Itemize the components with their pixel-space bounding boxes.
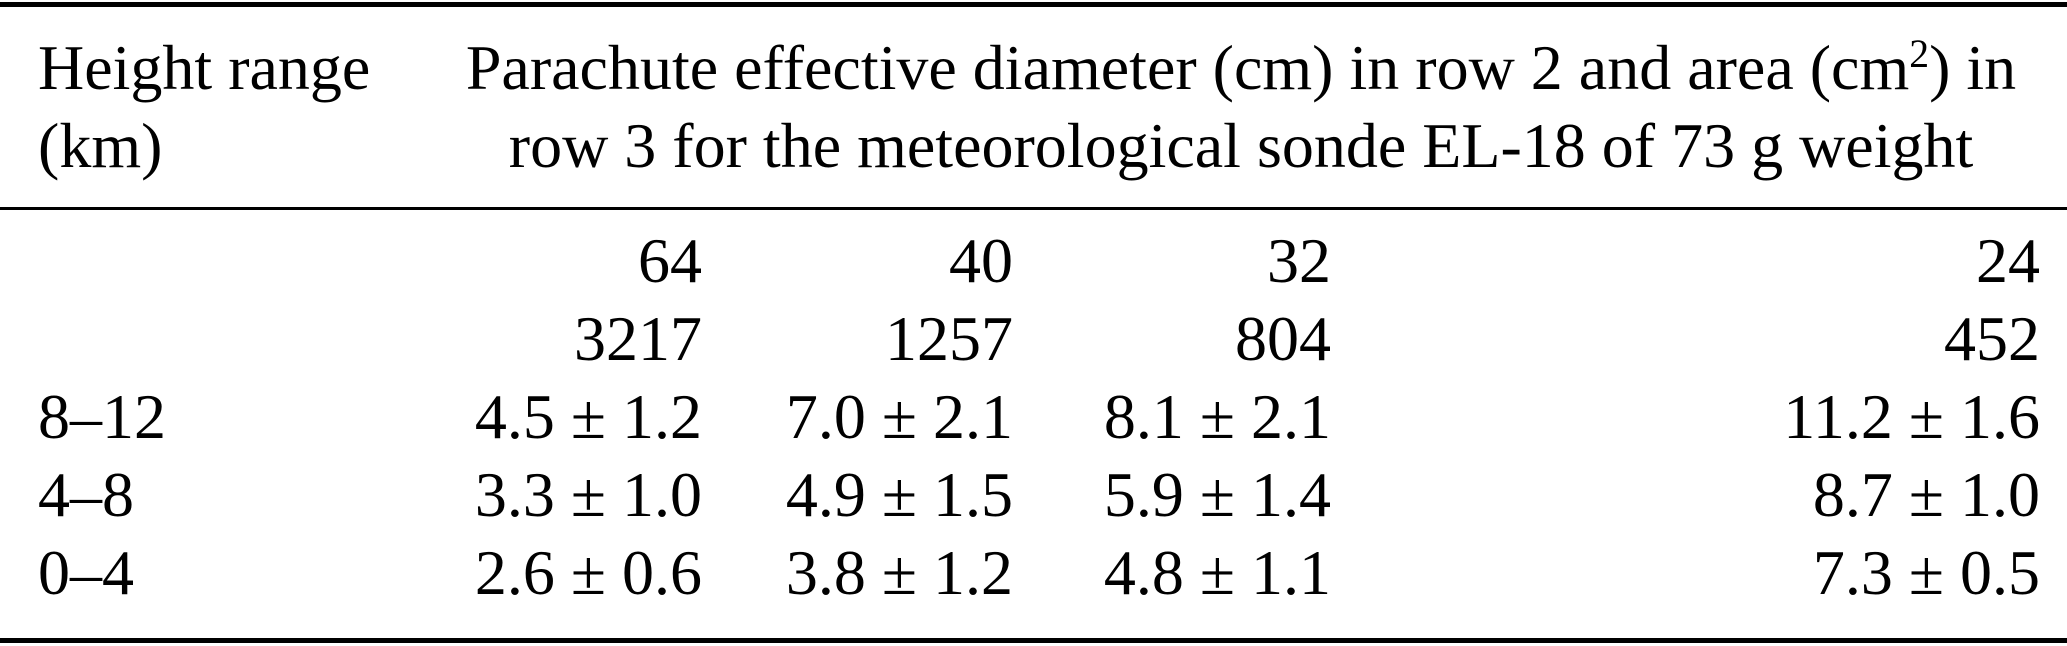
measurement-cell: 7.0 ± 2.1 — [785, 381, 1013, 452]
table-bottom-rule — [0, 638, 2067, 643]
header-span-line1-pre: Parachute effective diameter (cm) in row… — [465, 32, 1910, 103]
height-range-cell: 4–8 — [38, 459, 134, 530]
measurement-cell: 7.3 ± 0.5 — [1812, 537, 2040, 608]
height-range-cell: 8–12 — [38, 381, 166, 452]
measurement-cell: 4.5 ± 1.2 — [474, 381, 702, 452]
area-value-cell: 452 — [1944, 303, 2040, 374]
header-span-line1: Parachute effective diameter (cm) in row… — [442, 29, 2040, 107]
row-label-cell — [0, 300, 422, 378]
area-value-cell: 3217 — [574, 303, 702, 374]
row-label-cell — [0, 222, 422, 300]
table-row-4-8: 4–8 3.3 ± 1.0 4.9 ± 1.5 5.9 ± 1.4 8.7 ± … — [0, 456, 2067, 534]
table-row-0-4: 0–4 2.6 ± 0.6 3.8 ± 1.2 4.8 ± 1.1 7.3 ± … — [0, 534, 2067, 612]
table-header-divider-rule — [0, 207, 2067, 210]
measurement-cell: 11.2 ± 1.6 — [1783, 381, 2040, 452]
header-height-range-line1: Height range — [38, 32, 371, 103]
superscript-2: 2 — [1909, 32, 1930, 77]
measurement-cell: 2.6 ± 0.6 — [474, 537, 702, 608]
table-body: 64 40 32 24 3217 1257 804 452 8–12 4.5 ±… — [0, 210, 2067, 638]
diameter-value-cell: 24 — [1976, 225, 2040, 296]
header-height-range-line2: (km) — [38, 110, 163, 181]
measurement-cell: 3.3 ± 1.0 — [474, 459, 702, 530]
measurement-cell: 8.7 ± 1.0 — [1812, 459, 2040, 530]
table-row-diameter: 64 40 32 24 — [0, 222, 2067, 300]
height-range-cell: 0–4 — [38, 537, 134, 608]
header-span-line1-post: ) in — [1929, 32, 2017, 103]
measurement-cell: 3.8 ± 1.2 — [785, 537, 1013, 608]
header-span-description: Parachute effective diameter (cm) in row… — [422, 29, 2040, 185]
table-top-rule — [0, 2, 2067, 7]
table-row-area: 3217 1257 804 452 — [0, 300, 2067, 378]
diameter-value-cell: 40 — [949, 225, 1013, 296]
measurement-cell: 4.9 ± 1.5 — [785, 459, 1013, 530]
header-span-line2: row 3 for the meteorological sonde EL-18… — [508, 110, 1974, 181]
table-row-8-12: 8–12 4.5 ± 1.2 7.0 ± 2.1 8.1 ± 2.1 11.2 … — [0, 378, 2067, 456]
header-height-range: Height range (km) — [0, 29, 422, 185]
measurement-cell: 4.8 ± 1.1 — [1103, 537, 1331, 608]
diameter-value-cell: 32 — [1267, 225, 1331, 296]
area-value-cell: 1257 — [885, 303, 1013, 374]
table-header-row: Height range (km) Parachute effective di… — [0, 7, 2067, 207]
area-value-cell: 804 — [1235, 303, 1331, 374]
measurement-cell: 5.9 ± 1.4 — [1103, 459, 1331, 530]
diameter-value-cell: 64 — [638, 225, 702, 296]
measurement-cell: 8.1 ± 2.1 — [1103, 381, 1331, 452]
